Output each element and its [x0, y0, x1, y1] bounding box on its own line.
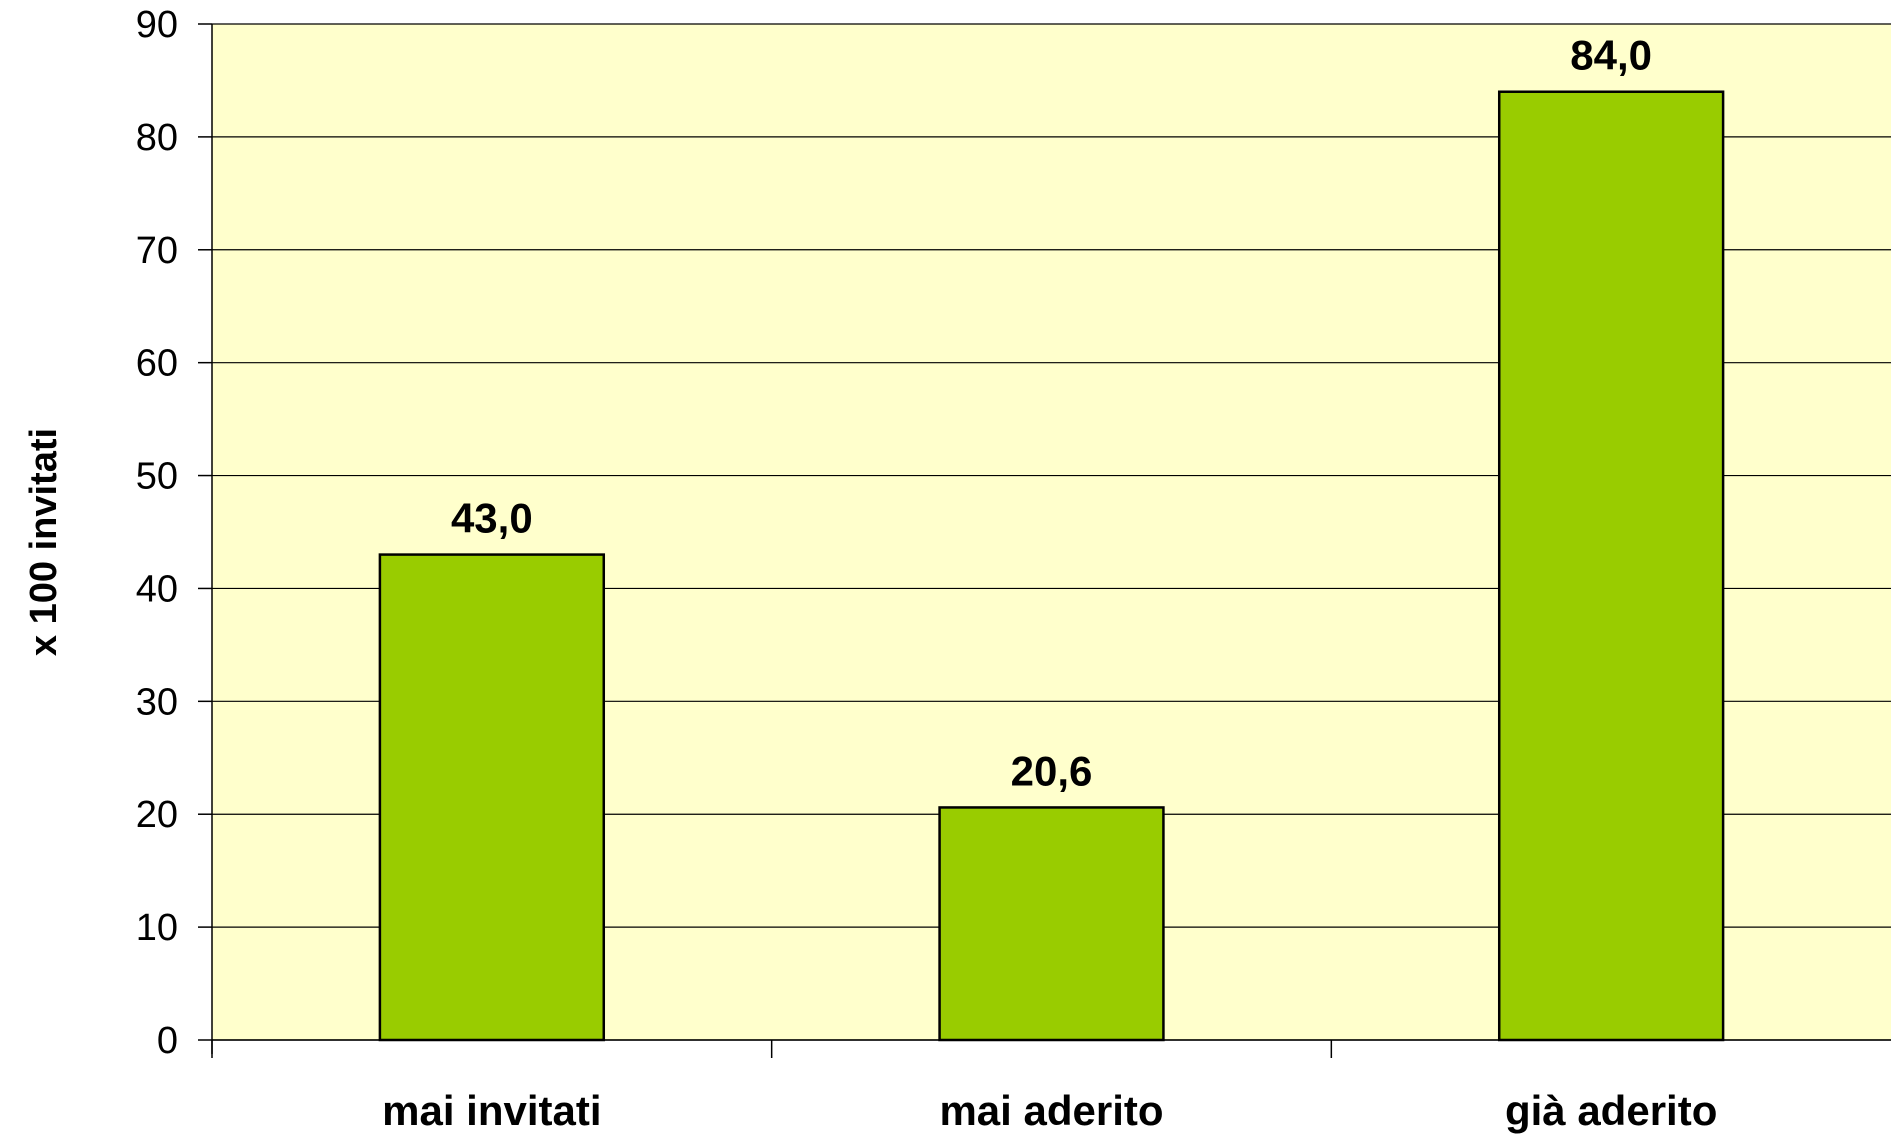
bar-mai-invitati — [378, 553, 606, 1042]
y-tick-label: 80 — [136, 117, 178, 159]
bar-già-aderito — [1497, 90, 1725, 1042]
y-tick-label: 0 — [157, 1020, 178, 1062]
x-category-label: mai aderito — [939, 1087, 1163, 1134]
x-category-label: mai invitati — [382, 1087, 601, 1134]
y-axis: 0 10 20 30 40 50 60 70 80 90 — [136, 4, 213, 1062]
x-category-label: già aderito — [1505, 1087, 1717, 1134]
y-tick-label: 90 — [136, 4, 178, 46]
y-tick-label: 10 — [136, 907, 178, 949]
bar-mai-aderito — [938, 806, 1165, 1042]
data-label: 84,0 — [1570, 32, 1652, 79]
y-tick-label: 60 — [136, 343, 178, 385]
data-labels: 43,0 20,6 84,0 — [451, 32, 1652, 795]
bars — [378, 90, 1725, 1042]
y-tick-label: 50 — [136, 456, 178, 498]
y-axis-title: x 100 invitati — [23, 428, 65, 656]
data-label: 20,6 — [1011, 747, 1093, 794]
x-axis: mai invitati mai aderito già aderito — [211, 1039, 1891, 1134]
y-tick-label: 40 — [136, 568, 178, 610]
data-label: 43,0 — [451, 495, 533, 542]
y-tick-label: 70 — [136, 230, 178, 272]
y-tick-label: 20 — [136, 794, 178, 836]
y-tick-label: 30 — [136, 681, 178, 723]
